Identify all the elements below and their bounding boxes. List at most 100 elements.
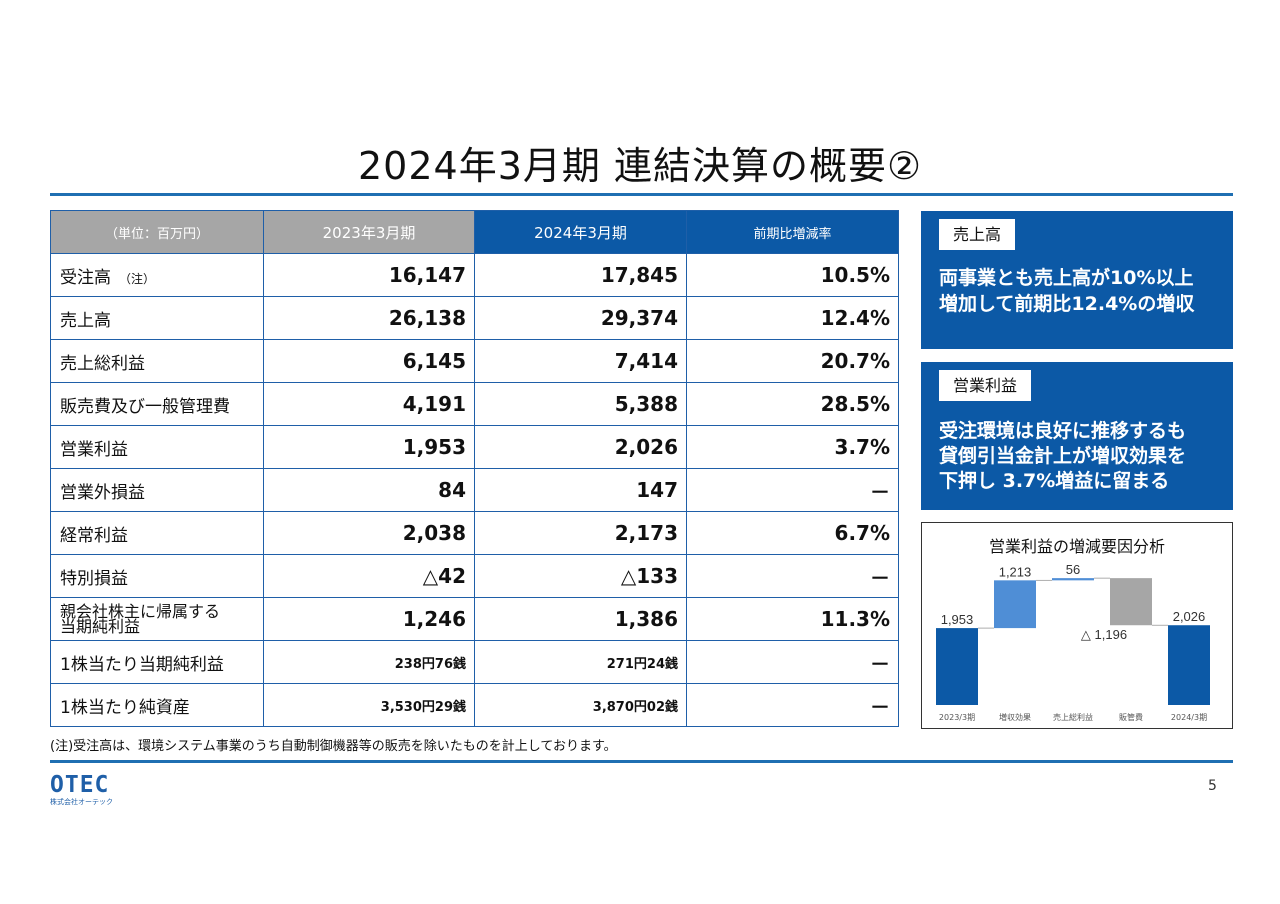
row-label: 販売費及び一般管理費 <box>50 382 264 426</box>
card-line: 貸倒引当金計上が増収効果を <box>939 445 1187 467</box>
row-label: 売上高 <box>50 296 264 340</box>
bar <box>1052 578 1094 581</box>
logo-mark: OTEC <box>50 772 110 798</box>
card-tag: 営業利益 <box>939 370 1032 401</box>
category-label: 販管費 <box>1119 712 1143 722</box>
company-logo: OTEC 株式会社オーテック <box>50 772 113 806</box>
value-rate: － <box>686 683 899 727</box>
table-row: 受注高 （注） 16,147 17,845 10.5% <box>50 253 899 297</box>
page-number: 5 <box>1208 778 1217 794</box>
table-row: 販売費及び一般管理費 4,191 5,388 28.5% <box>50 382 899 426</box>
table-row: 特別損益 △42 △133 － <box>50 554 899 598</box>
bottom-divider <box>50 760 1233 763</box>
card-line: 下押し 3.7%増益に留まる <box>939 470 1170 492</box>
row-label: 受注高 （注） <box>50 253 264 297</box>
table-row: 1株当たり純資産 3,530円29銭 3,870円02銭 － <box>50 683 899 727</box>
value-2023: 16,147 <box>263 253 475 297</box>
value-2023: 2,038 <box>263 511 475 555</box>
value-2023: 6,145 <box>263 339 475 383</box>
results-table: （単位：百万円） 2023年3月期 2024年3月期 前期比増減率 受注高 （注）… <box>50 210 899 727</box>
chart-title: 営業利益の増減要因分析 <box>988 537 1165 556</box>
waterfall-chart: 営業利益の増減要因分析 1,953 2023/3期 1,213 増収効果 56 売上総利益… <box>921 522 1233 729</box>
value-rate: 11.3% <box>686 597 899 641</box>
card-body: 受注環境は良好に推移するも 貸倒引当金計上が増収効果を 下押し 3.7%増益に留… <box>939 419 1186 494</box>
table-row: 営業利益 1,953 2,026 3.7% <box>50 425 899 469</box>
value-2023: 1,953 <box>263 425 475 469</box>
page-title: 2024年3月期 連結決算の概要② <box>357 144 923 188</box>
category-label: 増収効果 <box>999 712 1031 722</box>
table-header-row: （単位：百万円） 2023年3月期 2024年3月期 前期比増減率 <box>50 210 899 254</box>
value-2023: 238円76銭 <box>263 640 475 684</box>
value-2023: 84 <box>263 468 475 512</box>
data-label: 1,953 <box>941 612 974 627</box>
row-label-text: 受注高 <box>60 267 111 288</box>
row-label: 経常利益 <box>50 511 264 555</box>
table-row: 親会社株主に帰属する 当期純利益 1,246 1,386 11.3% <box>50 597 899 641</box>
row-label-line1: 親会社株主に帰属する <box>60 602 221 621</box>
data-label: △ 1,196 <box>1081 627 1127 642</box>
row-label: 売上総利益 <box>50 339 264 383</box>
row-label: 営業外損益 <box>50 468 264 512</box>
header-2024: 2024年3月期 <box>474 210 687 254</box>
value-2023: 3,530円29銭 <box>263 683 475 727</box>
card-line: 増加して前期比12.4%の増収 <box>939 293 1195 315</box>
value-rate: 28.5% <box>686 382 899 426</box>
footnote: (注)受注高は、環境システム事業のうち自動制御機器等の販売を除いたものを計上して… <box>50 739 617 754</box>
value-rate: 20.7% <box>686 339 899 383</box>
value-2024: △133 <box>474 554 687 598</box>
bar <box>936 628 978 705</box>
sales-summary-card: 売上高 両事業とも売上高が10%以上 増加して前期比12.4%の増収 <box>921 211 1233 349</box>
value-2023: 1,246 <box>263 597 475 641</box>
value-2024: 1,386 <box>474 597 687 641</box>
data-label: 56 <box>1066 562 1080 577</box>
header-2023: 2023年3月期 <box>263 210 475 254</box>
value-rate: － <box>686 554 899 598</box>
value-2023: △42 <box>263 554 475 598</box>
table-row: 売上高 26,138 29,374 12.4% <box>50 296 899 340</box>
header-rate: 前期比増減率 <box>686 210 899 254</box>
value-2024: 2,026 <box>474 425 687 469</box>
row-label: 1株当たり当期純利益 <box>50 640 264 684</box>
value-2024: 271円24銭 <box>474 640 687 684</box>
value-rate: 6.7% <box>686 511 899 555</box>
value-rate: － <box>686 468 899 512</box>
bar <box>994 580 1036 629</box>
data-label: 2,026 <box>1173 609 1206 624</box>
bar <box>1110 578 1152 626</box>
value-rate: 10.5% <box>686 253 899 297</box>
value-2024: 29,374 <box>474 296 687 340</box>
category-label: 売上総利益 <box>1053 712 1093 722</box>
row-label: 親会社株主に帰属する 当期純利益 <box>50 597 264 641</box>
value-2023: 26,138 <box>263 296 475 340</box>
table-row: 売上総利益 6,145 7,414 20.7% <box>50 339 899 383</box>
card-tag: 売上高 <box>939 219 1016 250</box>
bar <box>1168 625 1210 705</box>
operating-profit-card: 営業利益 受注環境は良好に推移するも 貸倒引当金計上が増収効果を 下押し 3.7… <box>921 362 1233 510</box>
table-row: 1株当たり当期純利益 238円76銭 271円24銭 － <box>50 640 899 684</box>
data-label: 1,213 <box>999 564 1032 579</box>
waterfall-svg: 1,953 2023/3期 1,213 増収効果 56 売上総利益 △ 1,196 販管費 2,… <box>936 562 1210 722</box>
row-label: 特別損益 <box>50 554 264 598</box>
value-2023: 4,191 <box>263 382 475 426</box>
value-2024: 3,870円02銭 <box>474 683 687 727</box>
value-rate: － <box>686 640 899 684</box>
row-note: （注） <box>119 271 156 286</box>
category-label: 2023/3期 <box>939 713 975 722</box>
card-line: 両事業とも売上高が10%以上 <box>939 267 1194 289</box>
card-body: 両事業とも売上高が10%以上 増加して前期比12.4%の増収 <box>939 265 1194 317</box>
row-label-line2: 当期純利益 <box>60 617 141 636</box>
logo-subtext: 株式会社オーテック <box>50 798 113 806</box>
row-label: 営業利益 <box>50 425 264 469</box>
value-2024: 17,845 <box>474 253 687 297</box>
value-2024: 7,414 <box>474 339 687 383</box>
value-rate: 3.7% <box>686 425 899 469</box>
category-label: 2024/3期 <box>1171 713 1207 722</box>
card-line: 受注環境は良好に推移するも <box>939 420 1187 442</box>
table-row: 経常利益 2,038 2,173 6.7% <box>50 511 899 555</box>
row-label: 1株当たり純資産 <box>50 683 264 727</box>
value-2024: 147 <box>474 468 687 512</box>
top-divider <box>50 193 1233 196</box>
value-2024: 5,388 <box>474 382 687 426</box>
header-unit: （単位：百万円） <box>50 210 264 254</box>
value-2024: 2,173 <box>474 511 687 555</box>
